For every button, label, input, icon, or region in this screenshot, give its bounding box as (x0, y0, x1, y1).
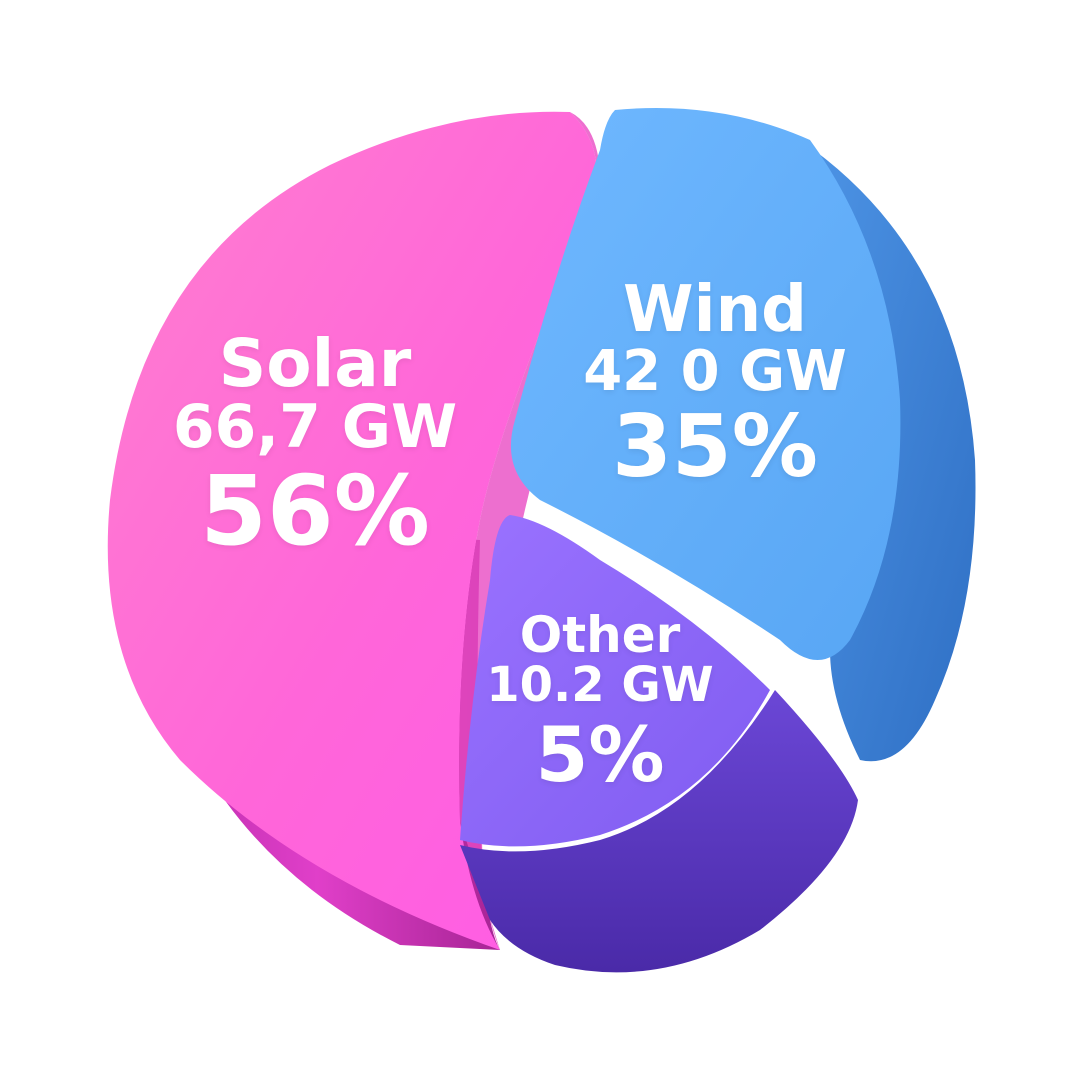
slice-label-wind: Wind 42 0 GW 35% (560, 273, 870, 498)
pie-slice-wind (510, 108, 901, 660)
pie-slice-other-side (460, 690, 858, 973)
slice-value-other: 10.2 GW (486, 657, 714, 713)
slice-label-solar: Solar 66,7 GW 56% (150, 330, 480, 560)
slice-percent-other: 5% (535, 709, 665, 799)
slice-name-wind: Wind (623, 273, 807, 347)
slice-name-solar: Solar (218, 325, 412, 402)
slice-percent-solar: 56% (200, 454, 430, 567)
slice-value-wind: 42 0 GW (583, 339, 847, 405)
pie-slice-solar (107, 111, 597, 951)
slice-label-other: Other 10.2 GW 5% (470, 610, 730, 793)
slice-percent-wind: 35% (612, 397, 818, 498)
slice-value-solar: 66,7 GW (172, 392, 458, 463)
slice-name-other: Other (519, 606, 681, 664)
pie-slice-other (460, 515, 770, 847)
